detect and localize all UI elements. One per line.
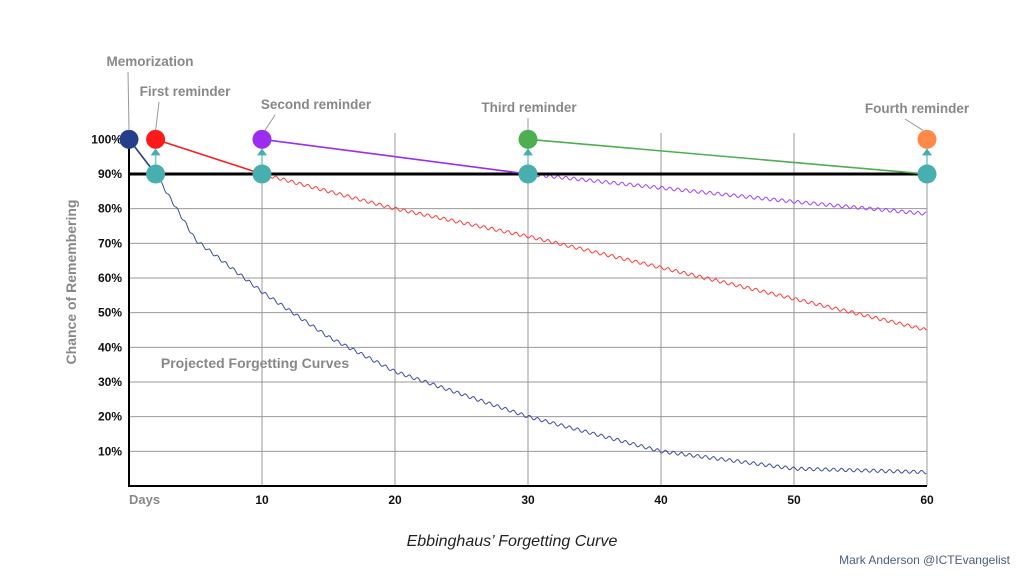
curves-label: Projected Forgetting Curves [161, 355, 349, 371]
event-marker [252, 129, 272, 149]
y-tick-label: 60% [98, 271, 122, 285]
x-tick-label: 30 [521, 493, 535, 507]
y-tick-label: 80% [98, 202, 122, 216]
y-tick-label: 100% [91, 132, 122, 146]
review-point [518, 164, 538, 184]
x-tick-label: 50 [787, 493, 801, 507]
y-tick-label: 90% [98, 167, 122, 181]
event-marker [917, 129, 937, 149]
y-tick-label: 30% [98, 375, 122, 389]
chart-caption: Ebbinghaus’ Forgetting Curve [406, 533, 618, 550]
forgetting-curves [155, 172, 927, 475]
y-tick-label: 40% [98, 340, 122, 354]
event-marker [119, 129, 139, 149]
decay-line [155, 138, 263, 175]
forgetting-curve [527, 172, 927, 216]
y-axis-label: Chance of Remembering [63, 200, 79, 365]
y-tick-label: 20% [98, 410, 122, 424]
x-tick-label: 20 [388, 493, 402, 507]
y-tick-label: 70% [98, 236, 122, 250]
event-label: Third reminder [481, 100, 577, 115]
event-marker [518, 129, 538, 149]
labels: Memorization First reminder Second reminde… [106, 54, 970, 131]
y-tick-label: 10% [98, 444, 122, 458]
x-tick-label: 10 [255, 493, 269, 507]
x-tick-label: 60 [920, 493, 934, 507]
decay-line [527, 138, 928, 175]
event-label: First reminder [140, 84, 232, 99]
event-label: Memorization [106, 54, 193, 69]
credit: Mark Anderson @ICTEvangelist [839, 553, 1010, 567]
grid: 10% 20% 30% 40% 50% 60% 70% 80% 90% 100% 10 20 30 40 5… [63, 132, 934, 507]
event-marker [146, 129, 166, 149]
decay-line [261, 138, 529, 175]
event-label: Second reminder [261, 97, 372, 112]
arrow-head-icon [257, 148, 267, 156]
event-label: Fourth reminder [865, 101, 970, 116]
x-tick-label: 40 [654, 493, 668, 507]
y-tick-label: 50% [98, 306, 122, 320]
leader-line [127, 71, 130, 131]
leader-line [264, 114, 276, 131]
forgetting-curve [261, 173, 927, 331]
review-point [252, 164, 272, 184]
forgetting-curve [155, 173, 927, 475]
arrow-head-icon [150, 148, 161, 156]
arrow-head-icon [922, 148, 932, 156]
leader-line [155, 101, 160, 131]
x-axis-label: Days [129, 492, 160, 507]
leader-line [904, 118, 924, 131]
arrow-head-icon [523, 148, 533, 156]
review-point [917, 164, 937, 184]
events [119, 129, 937, 184]
review-point [146, 164, 166, 184]
